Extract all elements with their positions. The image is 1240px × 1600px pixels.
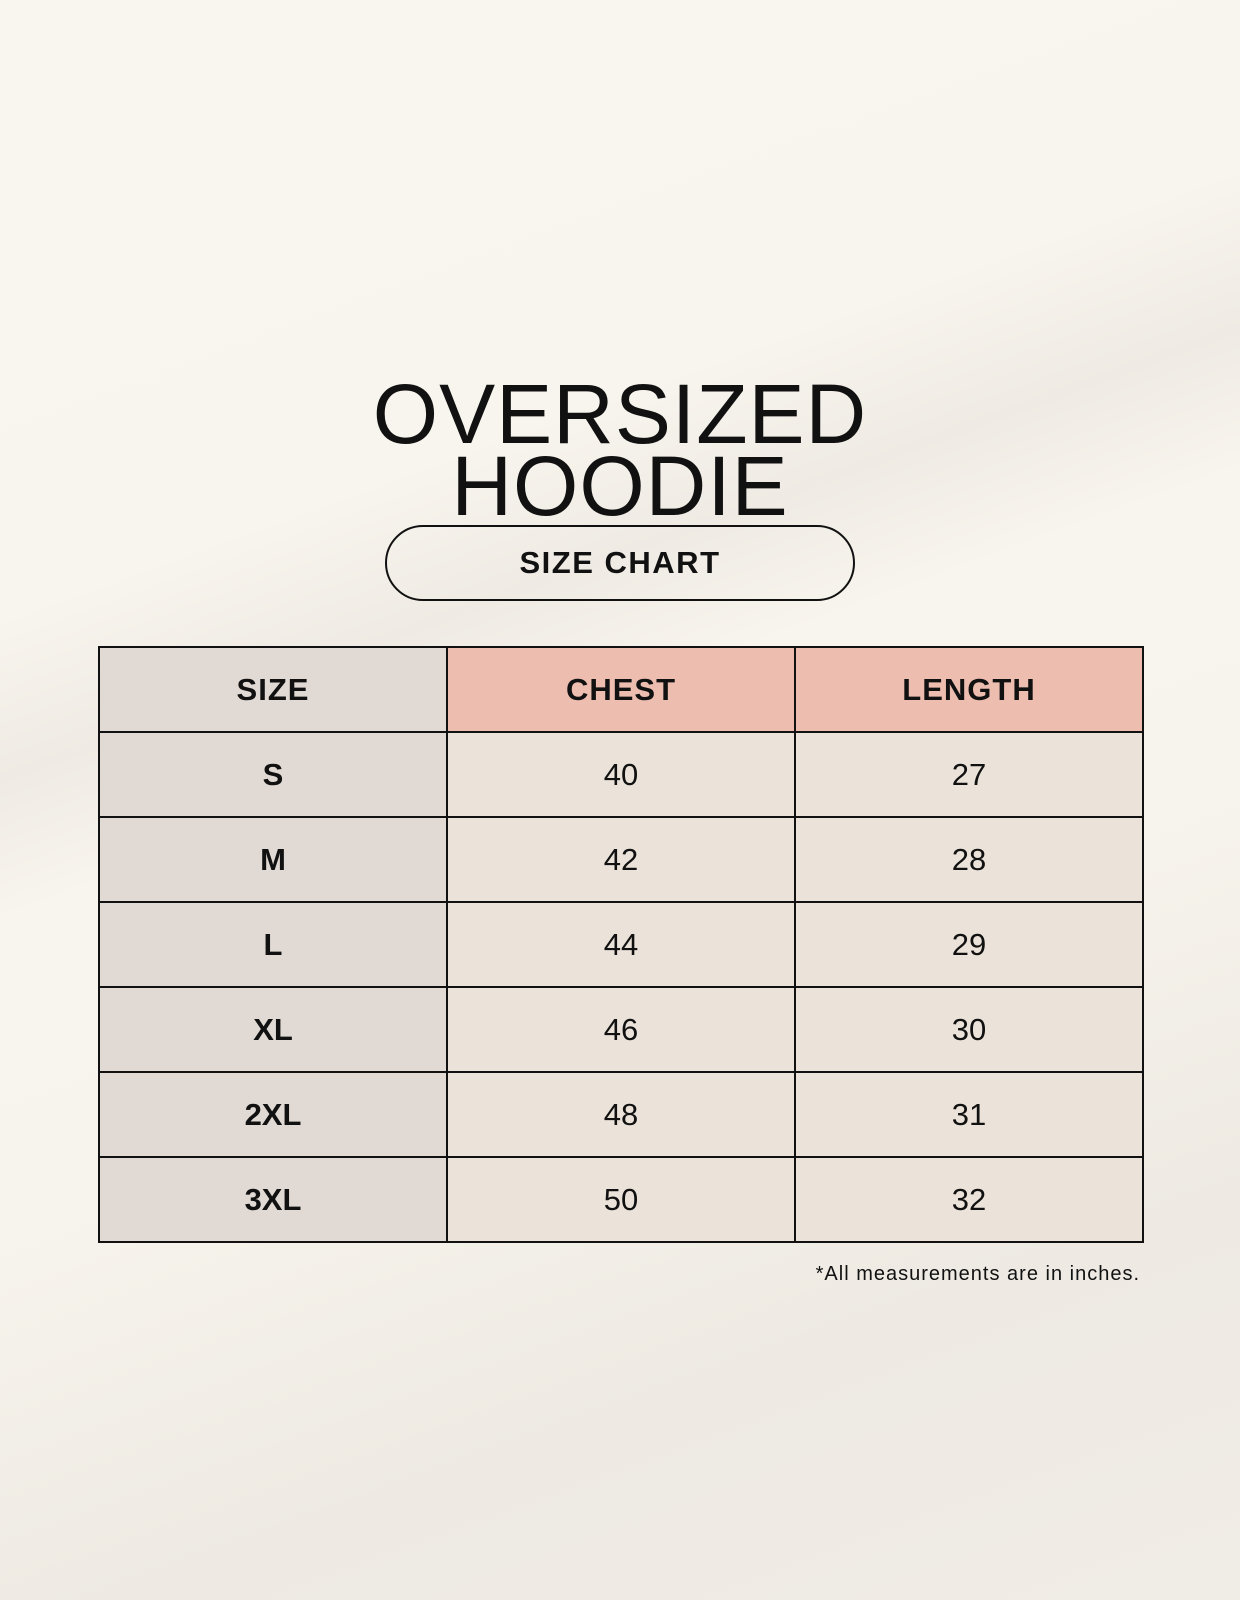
footnote: *All measurements are in inches. <box>815 1263 1140 1285</box>
cell-size: 2XL <box>98 1071 448 1158</box>
size-table: SIZE CHEST LENGTH S 40 27 M 42 28 L 44 29 XL 46 30 2… <box>98 646 1144 1243</box>
table-row: 3XL 50 32 <box>98 1156 1144 1243</box>
header-length: LENGTH <box>794 646 1144 733</box>
table-header-row: SIZE CHEST LENGTH <box>98 646 1144 733</box>
header-chest: CHEST <box>446 646 796 733</box>
cell-length: 30 <box>794 986 1144 1073</box>
cell-length: 31 <box>794 1071 1144 1158</box>
cell-length: 27 <box>794 731 1144 818</box>
table-row: L 44 29 <box>98 901 1144 988</box>
cell-length: 28 <box>794 816 1144 903</box>
cell-size: M <box>98 816 448 903</box>
title-line-1: OVERSIZED <box>372 367 868 462</box>
table-row: XL 46 30 <box>98 986 1144 1073</box>
cell-chest: 50 <box>446 1156 796 1243</box>
cell-length: 29 <box>794 901 1144 988</box>
table-row: M 42 28 <box>98 816 1144 903</box>
size-chart-label: SIZE CHART <box>385 525 855 601</box>
table-row: 2XL 48 31 <box>98 1071 1144 1158</box>
cell-chest: 42 <box>446 816 796 903</box>
page-title: OVERSIZED HOODIE <box>0 367 1240 534</box>
title-line-2: HOODIE <box>451 439 789 534</box>
cell-length: 32 <box>794 1156 1144 1243</box>
cell-chest: 44 <box>446 901 796 988</box>
cell-chest: 48 <box>446 1071 796 1158</box>
table-row: S 40 27 <box>98 731 1144 818</box>
cell-size: S <box>98 731 448 818</box>
cell-size: L <box>98 901 448 988</box>
header-size: SIZE <box>98 646 448 733</box>
cell-chest: 46 <box>446 986 796 1073</box>
cell-size: XL <box>98 986 448 1073</box>
cell-size: 3XL <box>98 1156 448 1243</box>
cell-chest: 40 <box>446 731 796 818</box>
